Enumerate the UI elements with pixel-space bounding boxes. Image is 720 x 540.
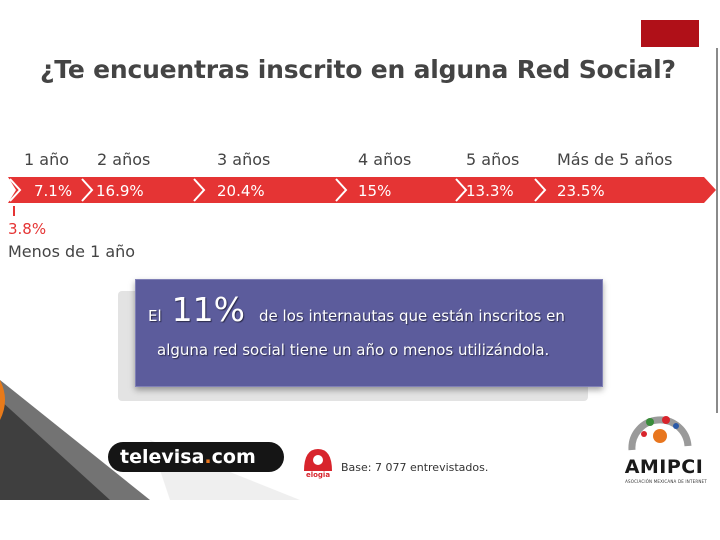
category-label-5: 5 años	[466, 150, 519, 169]
slide-title: ¿Te encuentras inscrito en alguna Red So…	[40, 55, 676, 84]
value-label-5: 13.3%	[466, 182, 514, 200]
category-label-1: 1 año	[24, 150, 69, 169]
timeline-chevron-4	[335, 178, 348, 202]
timeline-chevron-2	[81, 178, 94, 202]
callout-line-1: El 11% de los internautas que están inscri…	[148, 290, 565, 329]
value-label-6: 23.5%	[557, 182, 605, 200]
amipci-subtitle: ASOCIACIÓN MEXICANA DE INTERNET	[625, 479, 707, 484]
category-label-6: Más de 5 años	[557, 150, 672, 169]
category-label-0: Menos de 1 año	[8, 242, 135, 261]
corner-accent-box	[641, 20, 699, 47]
amipci-name: AMIPCI	[624, 456, 704, 478]
timeline-chart: 3.8% Menos de 1 año 1 año 7.1% 2 años 16.9% 3 …	[8, 150, 716, 261]
footer-decoration	[0, 380, 300, 500]
televisa-logo: televisa.com	[108, 442, 284, 472]
callout-line1-rest: de los internautas que están inscritos e…	[259, 307, 565, 325]
value-label-4: 15%	[358, 182, 391, 200]
category-label-4: 4 años	[358, 150, 411, 169]
callout-line-2: alguna red social tiene un año o menos u…	[157, 341, 550, 359]
timeline-chevron-3	[193, 178, 206, 202]
right-edge-rule	[716, 48, 718, 413]
value-label-0: 3.8%	[8, 220, 46, 238]
timeline-chevron-6	[534, 178, 547, 202]
timeline-chevron-1	[9, 178, 22, 202]
timeline-chevron-5	[455, 178, 468, 202]
value-label-1: 7.1%	[34, 182, 72, 200]
elogia-label: elogia	[306, 471, 330, 479]
value-label-2: 16.9%	[96, 182, 144, 200]
elogia-logo: elogia	[304, 449, 332, 479]
base-note: Base: 7 077 entrevistados.	[341, 461, 489, 474]
category-label-2: 2 años	[97, 150, 150, 169]
callout-highlight-value: 11%	[171, 290, 246, 329]
televisa-suffix: com	[211, 446, 256, 468]
category-label-3: 3 años	[217, 150, 270, 169]
televisa-wordmark: televisa	[120, 446, 205, 468]
highlight-callout: El 11% de los internautas que están inscri…	[135, 279, 603, 387]
value-label-3: 20.4%	[217, 182, 265, 200]
callout-prefix: El	[148, 307, 162, 325]
televisa-dot: .	[204, 446, 212, 468]
amipci-logo	[628, 416, 692, 451]
